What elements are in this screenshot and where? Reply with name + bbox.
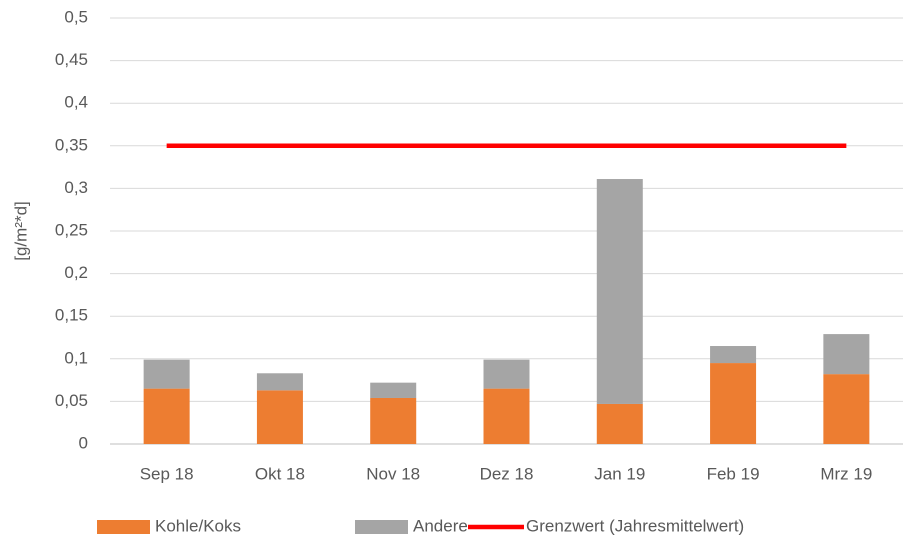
legend-label: Andere xyxy=(413,516,468,535)
legend-swatch xyxy=(355,520,408,534)
y-tick-label: 0,3 xyxy=(64,178,88,197)
bar-segment xyxy=(370,382,417,398)
legend-label: Kohle/Koks xyxy=(155,516,241,535)
bar-segment xyxy=(256,373,303,391)
x-tick-label: Okt 18 xyxy=(255,464,305,483)
bar-segment xyxy=(143,359,190,389)
y-tick-label: 0,45 xyxy=(55,50,88,69)
x-tick-label: Dez 18 xyxy=(480,464,534,483)
y-tick-label: 0,05 xyxy=(55,391,88,410)
y-tick-label: 0 xyxy=(79,433,88,452)
y-tick-label: 0,1 xyxy=(64,348,88,367)
x-tick-label: Nov 18 xyxy=(366,464,420,483)
bar-segment xyxy=(823,374,870,444)
bar-segment xyxy=(596,179,643,404)
x-tick-label: Sep 18 xyxy=(140,464,194,483)
y-tick-label: 0,2 xyxy=(64,263,88,282)
bar-segment xyxy=(256,390,303,444)
bar-segment xyxy=(823,334,870,375)
x-tick-label: Mrz 19 xyxy=(820,464,872,483)
bar-segment xyxy=(710,363,757,444)
legend-swatch xyxy=(97,520,150,534)
bar-segment xyxy=(483,388,530,444)
y-tick-label: 0,5 xyxy=(64,7,88,26)
bar-segment xyxy=(483,359,530,389)
bar-segment xyxy=(710,346,757,364)
legend-label: Grenzwert (Jahresmittelwert) xyxy=(526,516,744,535)
y-tick-label: 0,4 xyxy=(64,93,88,112)
y-axis-label: [g/m²*d] xyxy=(11,201,30,261)
x-tick-label: Jan 19 xyxy=(594,464,645,483)
y-tick-label: 0,35 xyxy=(55,135,88,154)
bar-segment xyxy=(370,397,417,444)
y-tick-label: 0,25 xyxy=(55,220,88,239)
bar-segment xyxy=(143,388,190,444)
y-tick-label: 0,15 xyxy=(55,306,88,325)
bar-segment xyxy=(596,403,643,444)
x-tick-label: Feb 19 xyxy=(707,464,760,483)
